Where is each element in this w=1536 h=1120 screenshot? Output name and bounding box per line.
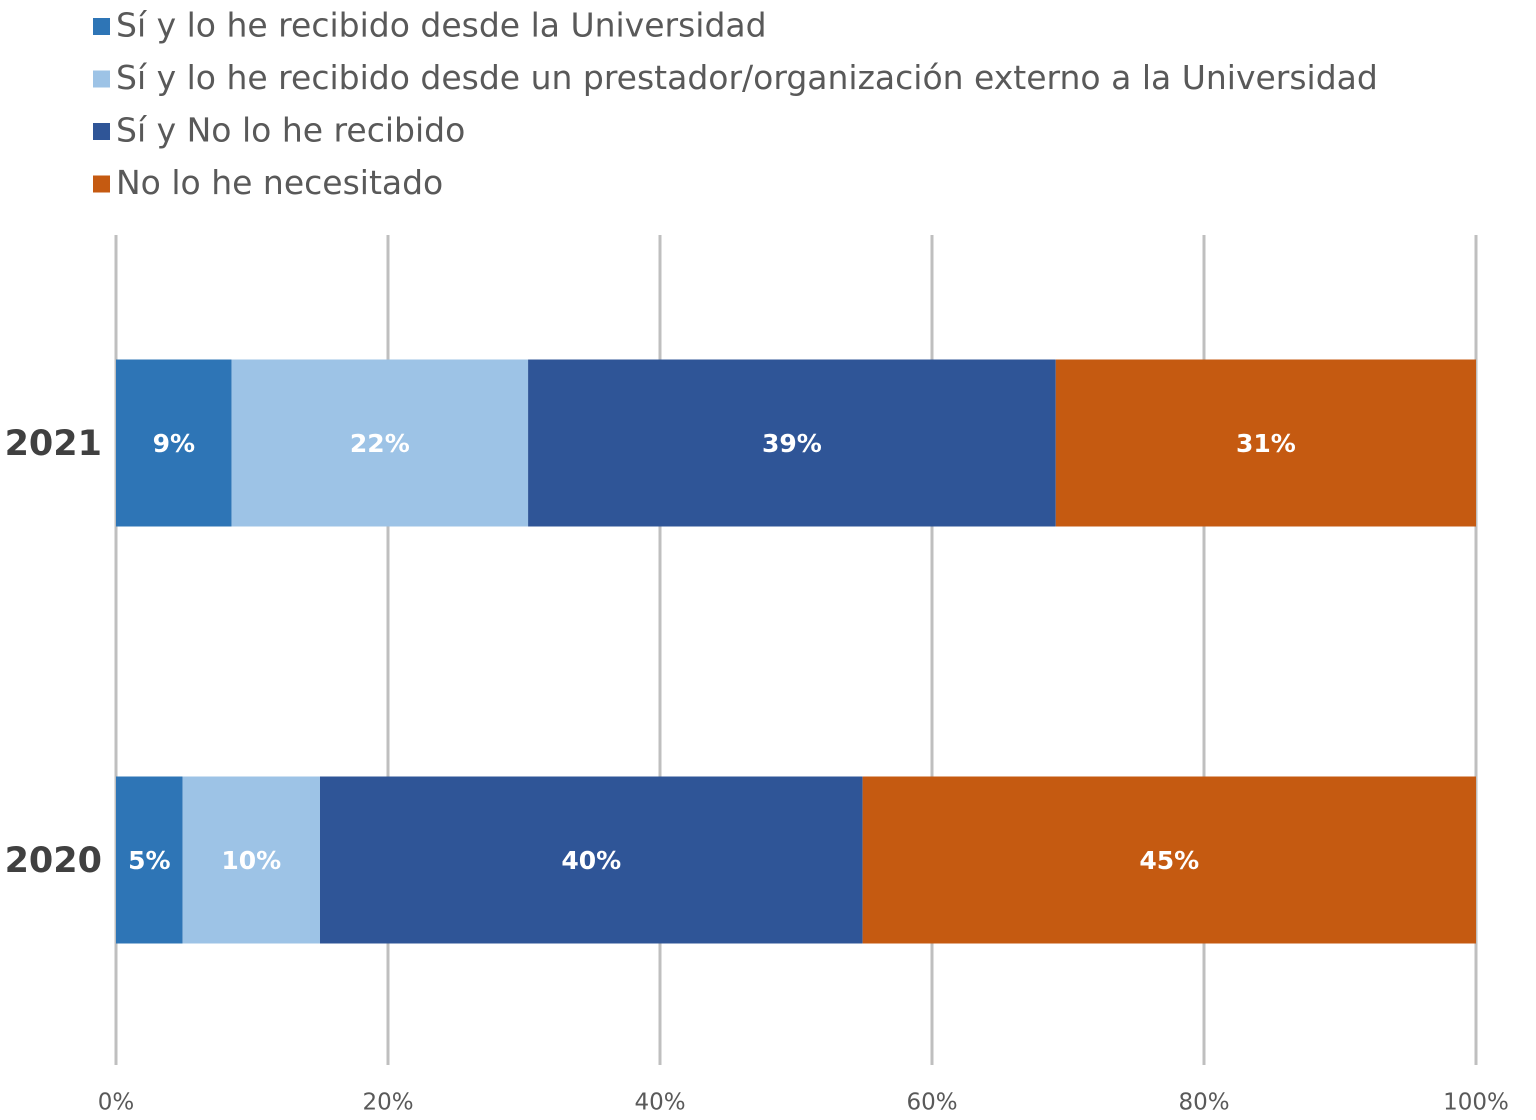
legend-label: Sí y lo he recibido desde un prestador/o… [116,58,1378,97]
x-tick-label: 80% [1178,1090,1229,1116]
data-label: 31% [1236,429,1296,458]
bar-segment [182,776,320,944]
x-tick-label: 20% [362,1090,413,1116]
data-label: 10% [221,846,281,875]
legend-label: Sí y No lo he recibido [116,111,465,150]
legend-label: Sí y lo he recibido desde la Universidad [116,6,767,45]
x-tick-label: 40% [634,1090,685,1116]
x-tick-label: 100% [1443,1090,1509,1116]
bar-segment [320,776,863,944]
bar-segment [116,776,183,944]
x-tick-label: 0% [98,1090,135,1116]
bar-segment [231,359,529,527]
data-label: 45% [1139,846,1199,875]
legend-swatch [93,175,110,193]
legend-swatch [93,70,110,88]
bar-segment [1055,359,1476,527]
data-label: 39% [762,429,822,458]
legend-swatch [93,18,110,35]
data-label: 5% [128,846,170,875]
legend-swatch [93,123,110,140]
data-label: 22% [350,429,410,458]
x-tick-label: 60% [906,1090,957,1116]
y-tick-label: 2021 [5,424,102,464]
bar-segment [862,776,1476,944]
data-label: 40% [561,846,621,875]
data-label: 9% [153,429,195,458]
y-tick-label: 2020 [5,841,102,881]
bar-segment [116,359,232,527]
bar-segment [528,359,1056,527]
legend-label: No lo he necesitado [116,163,443,202]
